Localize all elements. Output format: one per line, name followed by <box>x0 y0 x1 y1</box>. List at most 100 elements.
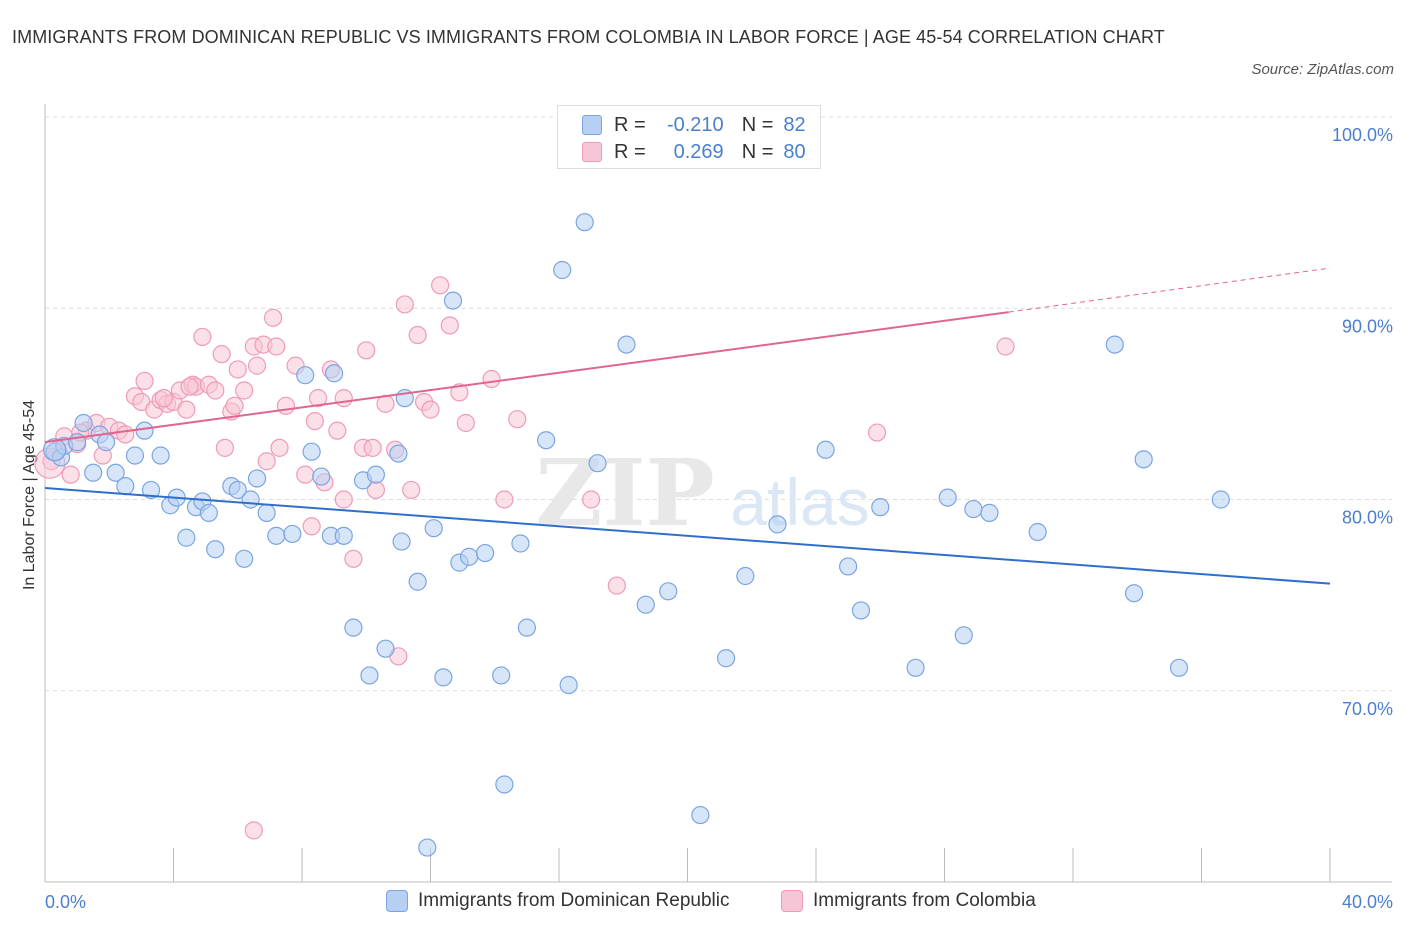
data-point-dominican <box>816 440 835 459</box>
data-point-dominican <box>1134 450 1153 469</box>
legend-swatch-pink <box>781 890 803 912</box>
data-point-dominican <box>517 618 536 637</box>
data-point-dominican <box>839 557 858 576</box>
data-point-colombia <box>116 425 135 444</box>
data-point-dominican <box>408 572 427 591</box>
trend-line-dominican <box>44 487 1331 585</box>
data-point-colombia <box>308 389 328 408</box>
data-point-dominican <box>257 503 276 522</box>
trend-lines <box>44 267 1331 585</box>
data-point-dominican <box>267 526 286 545</box>
data-point-dominican <box>553 260 572 280</box>
data-point-dominican <box>511 534 530 553</box>
y-tick-label: 100.0% <box>1332 125 1393 145</box>
legend-r-key: R = <box>614 140 646 163</box>
data-point-dominican <box>360 666 379 685</box>
data-point-colombia <box>508 410 527 429</box>
data-point-dominican <box>241 490 260 509</box>
data-point-dominican <box>366 465 385 484</box>
data-point-dominican <box>392 532 411 551</box>
data-point-colombia <box>421 400 440 419</box>
data-point-colombia <box>302 517 321 536</box>
data-point-dominican <box>151 446 170 465</box>
data-point-colombia <box>206 381 225 400</box>
data-point-colombia <box>61 465 80 484</box>
legend-label-colombia: Immigrants from Colombia <box>813 890 1036 911</box>
x-tick-label: 0.0% <box>45 892 86 912</box>
legend-n-value: 82 <box>783 113 806 136</box>
data-point-colombia <box>263 308 283 327</box>
data-point-dominican <box>459 547 479 566</box>
legend-swatch-blue <box>582 115 602 135</box>
data-point-dominican <box>659 582 678 601</box>
legend-item-dominican[interactable]: Immigrants from Dominican Republic <box>386 890 730 912</box>
legend-swatch-blue <box>386 890 408 912</box>
data-point-dominican <box>617 335 636 354</box>
data-point-colombia <box>296 465 315 484</box>
data-point-dominican <box>1124 584 1144 603</box>
y-tick-label: 90.0% <box>1342 316 1393 336</box>
data-point-colombia <box>344 549 363 568</box>
data-point-dominican <box>312 467 331 486</box>
data-point-colombia <box>456 413 475 433</box>
data-point-dominican <box>938 488 957 507</box>
data-point-dominican <box>206 540 225 559</box>
data-point-colombia <box>215 438 234 457</box>
axes <box>44 104 1392 883</box>
data-point-colombia <box>228 360 247 379</box>
data-point-colombia <box>193 327 212 347</box>
data-point-colombia <box>154 389 173 408</box>
data-point-dominican <box>492 666 511 685</box>
data-point-dominican <box>980 503 999 522</box>
trend-line-colombia-extension <box>1008 267 1331 313</box>
data-point-dominican <box>575 213 594 232</box>
data-point-dominican <box>235 549 254 568</box>
trend-line-colombia <box>44 311 1009 444</box>
data-point-colombia <box>305 411 324 431</box>
data-point-colombia <box>450 383 469 402</box>
data-point-dominican <box>344 618 363 637</box>
data-point-dominican <box>376 639 395 658</box>
data-point-dominican <box>443 291 463 310</box>
legend-r-value: 0.269 <box>673 140 724 163</box>
data-point-colombia <box>334 389 353 408</box>
data-point-colombia <box>276 396 296 415</box>
data-point-dominican <box>1105 335 1124 354</box>
data-point-dominican <box>84 463 103 482</box>
data-point-colombia <box>180 377 199 396</box>
legend-n-value: 80 <box>783 140 806 163</box>
data-point-dominican <box>736 566 755 586</box>
data-point-dominican <box>302 442 321 461</box>
chart-source: Source: ZipAtlas.com <box>1251 61 1394 78</box>
data-point-dominican <box>106 463 125 482</box>
data-point-colombia <box>267 337 286 356</box>
data-point-dominican <box>1028 522 1047 542</box>
data-point-colombia <box>225 396 244 415</box>
dominican-points <box>43 213 1230 857</box>
data-point-dominican <box>247 469 267 488</box>
data-point-dominican <box>125 446 145 465</box>
data-point-colombia <box>607 576 626 595</box>
data-point-dominican <box>954 626 973 645</box>
series-legend: Immigrants from Dominican Republic Immig… <box>0 886 1406 918</box>
x-tick-label: 40.0% <box>1342 892 1393 912</box>
data-point-dominican <box>325 364 344 383</box>
legend-swatch-pink <box>582 142 602 162</box>
data-point-colombia <box>440 316 459 335</box>
data-point-dominican <box>691 805 710 825</box>
data-point-dominican <box>96 433 116 452</box>
data-point-dominican <box>559 675 578 695</box>
data-point-colombia <box>867 423 887 442</box>
legend-item-colombia[interactable]: Immigrants from Colombia <box>781 890 1036 912</box>
legend-row-colombia: R = 0.269 N = 80 <box>582 137 806 167</box>
data-point-colombia <box>402 480 421 500</box>
data-point-colombia <box>270 438 289 457</box>
data-point-dominican <box>636 595 655 614</box>
data-point-dominican <box>74 413 93 433</box>
data-point-colombia <box>996 337 1015 356</box>
data-point-colombia <box>177 400 196 419</box>
legend-row-dominican: R = -0.210 N = 82 <box>582 110 806 140</box>
watermark: ZIP atlas <box>535 439 869 547</box>
data-point-colombia <box>582 490 601 509</box>
